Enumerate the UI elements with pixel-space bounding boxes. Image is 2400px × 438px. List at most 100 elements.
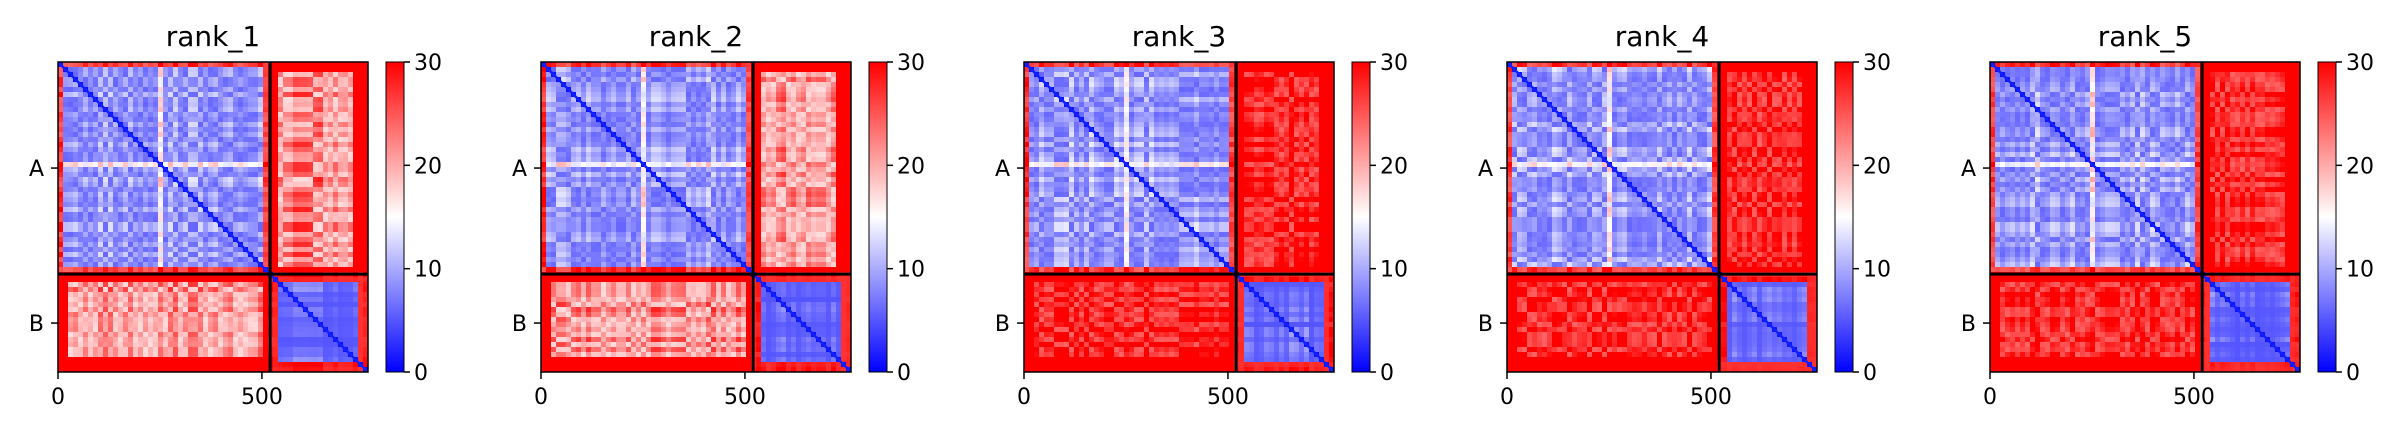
heatmap-cell	[313, 97, 319, 103]
heatmap-cell	[223, 337, 229, 343]
heatmap-cell	[83, 122, 89, 128]
heatmap-cell	[691, 127, 697, 133]
heatmap-cell	[113, 297, 119, 303]
heatmap-cell	[696, 77, 702, 83]
heatmap-cell	[756, 137, 762, 143]
heatmap-cell	[213, 172, 219, 178]
heatmap-cell	[128, 327, 134, 333]
heatmap-cell	[681, 112, 687, 118]
heatmap-cell	[188, 77, 194, 83]
heatmap-cell	[263, 347, 269, 353]
heatmap-cell	[726, 97, 732, 103]
heatmap-cell	[811, 102, 817, 108]
heatmap-cell	[83, 322, 89, 328]
heatmap-cell	[353, 342, 359, 348]
heatmap-cell	[278, 277, 284, 283]
heatmap-cell	[283, 162, 289, 168]
heatmap-cell	[193, 157, 199, 163]
heatmap-cell	[681, 62, 687, 68]
heatmap-cell	[706, 97, 712, 103]
heatmap-cell	[298, 262, 304, 268]
heatmap-cell	[273, 307, 279, 313]
heatmap-cell	[586, 97, 592, 103]
heatmap-cell	[811, 67, 817, 73]
heatmap-cell	[88, 62, 94, 68]
heatmap-cell	[83, 107, 89, 113]
heatmap-cell	[168, 317, 174, 323]
heatmap-cell	[358, 132, 364, 138]
heatmap-cell	[801, 112, 807, 118]
heatmap-cell	[73, 227, 79, 233]
heatmap-cell	[586, 117, 592, 123]
heatmap-cell	[273, 192, 279, 198]
heatmap-cell	[716, 77, 722, 83]
heatmap-cell	[591, 72, 597, 78]
heatmap-cell	[203, 97, 209, 103]
heatmap-cell	[83, 147, 89, 153]
heatmap-cell	[566, 82, 572, 88]
heatmap-cell	[786, 142, 792, 148]
heatmap-cell	[188, 352, 194, 358]
heatmap-cell	[701, 82, 707, 88]
heatmap-cell	[303, 152, 309, 158]
heatmap-cell	[138, 207, 144, 213]
heatmap-cell	[288, 347, 294, 353]
heatmap-cell	[103, 267, 109, 273]
heatmap-cell	[661, 132, 667, 138]
heatmap-cell	[731, 142, 737, 148]
heatmap-cell	[253, 137, 259, 143]
heatmap-cell	[213, 142, 219, 148]
heatmap-cell	[128, 342, 134, 348]
heatmap-cell	[278, 257, 284, 263]
heatmap-cell	[338, 167, 344, 173]
heatmap-cell	[293, 307, 299, 313]
heatmap-cell	[58, 352, 64, 358]
heatmap-cell	[183, 337, 189, 343]
heatmap-cell	[333, 222, 339, 228]
heatmap-cell	[641, 147, 647, 153]
heatmap-cell	[218, 202, 224, 208]
heatmap-cell	[288, 87, 294, 93]
heatmap-cell	[806, 87, 812, 93]
heatmap-cell	[831, 127, 837, 133]
heatmap-cell	[203, 152, 209, 158]
heatmap-cell	[328, 67, 334, 73]
heatmap-cell	[218, 302, 224, 308]
heatmap-cell	[83, 162, 89, 168]
heatmap-cell	[278, 262, 284, 268]
heatmap-cell	[621, 147, 627, 153]
heatmap-cell	[118, 72, 124, 78]
heatmap-cell	[541, 137, 547, 143]
heatmap-cell	[303, 322, 309, 328]
heatmap-cell	[841, 67, 847, 73]
heatmap-cell	[163, 107, 169, 113]
heatmap-cell	[108, 192, 114, 198]
heatmap-cell	[63, 212, 69, 218]
heatmap-cell	[343, 97, 349, 103]
heatmap-cell	[163, 232, 169, 238]
heatmap-cell	[58, 367, 64, 372]
heatmap-cell	[253, 362, 259, 368]
heatmap-cell	[193, 97, 199, 103]
heatmap-cell	[616, 112, 622, 118]
heatmap-cell	[98, 207, 104, 213]
heatmap-cell	[298, 292, 304, 298]
heatmap-cell	[93, 282, 99, 288]
heatmap-cell	[158, 122, 164, 128]
heatmap-cell	[173, 357, 179, 363]
heatmap-cell	[173, 72, 179, 78]
heatmap-cell	[113, 292, 119, 298]
heatmap-cell	[343, 352, 349, 358]
heatmap-cell	[153, 277, 159, 283]
heatmap-cell	[796, 127, 802, 133]
heatmap-cell	[298, 82, 304, 88]
heatmap-cell	[581, 152, 587, 158]
heatmap-cell	[348, 237, 354, 243]
heatmap-cell	[68, 147, 74, 153]
heatmap-cell	[298, 297, 304, 303]
heatmap-cell	[308, 142, 314, 148]
heatmap-cell	[58, 342, 64, 348]
heatmap-cell	[248, 337, 254, 343]
heatmap-cell	[198, 257, 204, 263]
heatmap-cell	[303, 247, 309, 253]
